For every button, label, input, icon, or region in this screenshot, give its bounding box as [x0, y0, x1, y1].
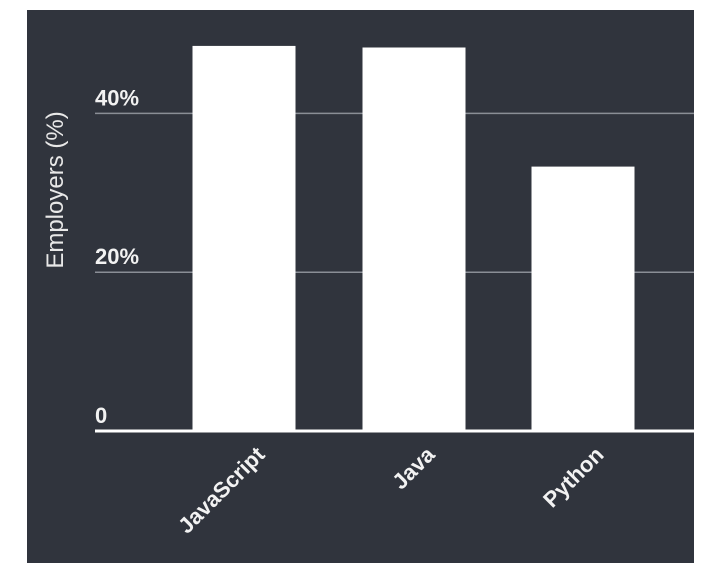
y-axis-title: Employers (%): [42, 111, 69, 268]
bar-chart: 0 20% 40% JavaScript Java Python Employers (…: [42, 45, 694, 538]
x-tick-label: JavaScript: [173, 441, 270, 538]
x-tick-label: Python: [538, 442, 608, 512]
y-tick-label: 40%: [95, 85, 139, 110]
bar-python: [531, 166, 635, 431]
x-tick-label: Java: [387, 441, 440, 494]
bar-javascript: [192, 45, 296, 431]
y-tick-label: 0: [95, 403, 107, 428]
bar-java: [362, 47, 466, 432]
y-tick-label: 20%: [95, 244, 139, 269]
chart-panel: 0 20% 40% JavaScript Java Python Employers (…: [27, 10, 694, 563]
